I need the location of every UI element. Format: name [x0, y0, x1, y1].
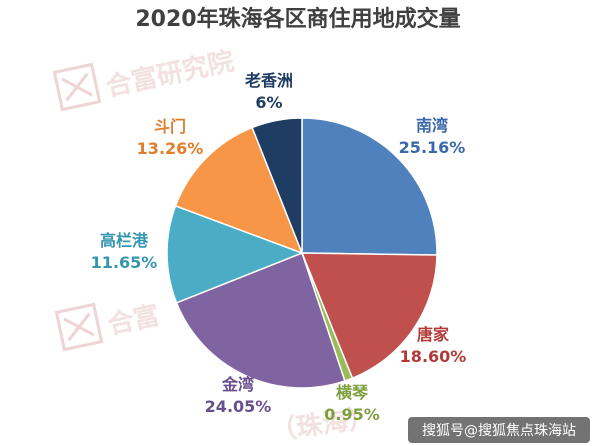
watermark-logo-icon-2 — [54, 302, 104, 352]
pie-slice-2 — [300, 252, 438, 380]
pie-slices — [166, 117, 438, 389]
slice-label-percent-4: 24.05% — [205, 397, 272, 416]
chart-title: 2020年珠海各区商住用地成交量 — [135, 6, 460, 32]
watermark-text-bottom: 合富 — [105, 300, 162, 341]
footer-badge: 搜狐号@搜狐焦点珠海站 — [408, 417, 590, 443]
watermark-logo-icon — [52, 62, 102, 112]
slice-label-name-3: 横琴 — [336, 383, 369, 402]
slice-label-name-7: 老香洲 — [244, 71, 293, 90]
pie-slice-7 — [251, 117, 303, 254]
slice-label-name-4: 金湾 — [221, 375, 254, 394]
pie-slice-5 — [166, 204, 305, 304]
pie-slice-6 — [174, 126, 304, 255]
pie-slice-1 — [301, 117, 438, 256]
slice-label-name-6: 斗门 — [154, 117, 186, 136]
slice-label-percent-1: 25.16% — [399, 138, 466, 157]
watermark-text-top: 合富研究院 — [103, 45, 237, 102]
slice-label-name-2: 唐家 — [417, 325, 450, 344]
slice-label-name-1: 南湾 — [416, 116, 448, 135]
slice-label-percent-6: 13.26% — [137, 139, 204, 158]
footer-source-text: 搜狐号@搜狐焦点珠海站 — [422, 423, 576, 439]
slice-label-percent-7: 6% — [255, 93, 282, 112]
slice-label-name-5: 高栏港 — [100, 231, 149, 250]
slice-label-percent-3: 0.95% — [324, 405, 380, 424]
slice-label-percent-5: 11.65% — [91, 253, 158, 272]
slice-label-percent-2: 18.60% — [400, 347, 467, 366]
pie-labels: 南湾 25.16% 唐家 18.60% 横琴 0.95% 金湾 24.05% 高栏港 11.65%… — [91, 71, 467, 424]
